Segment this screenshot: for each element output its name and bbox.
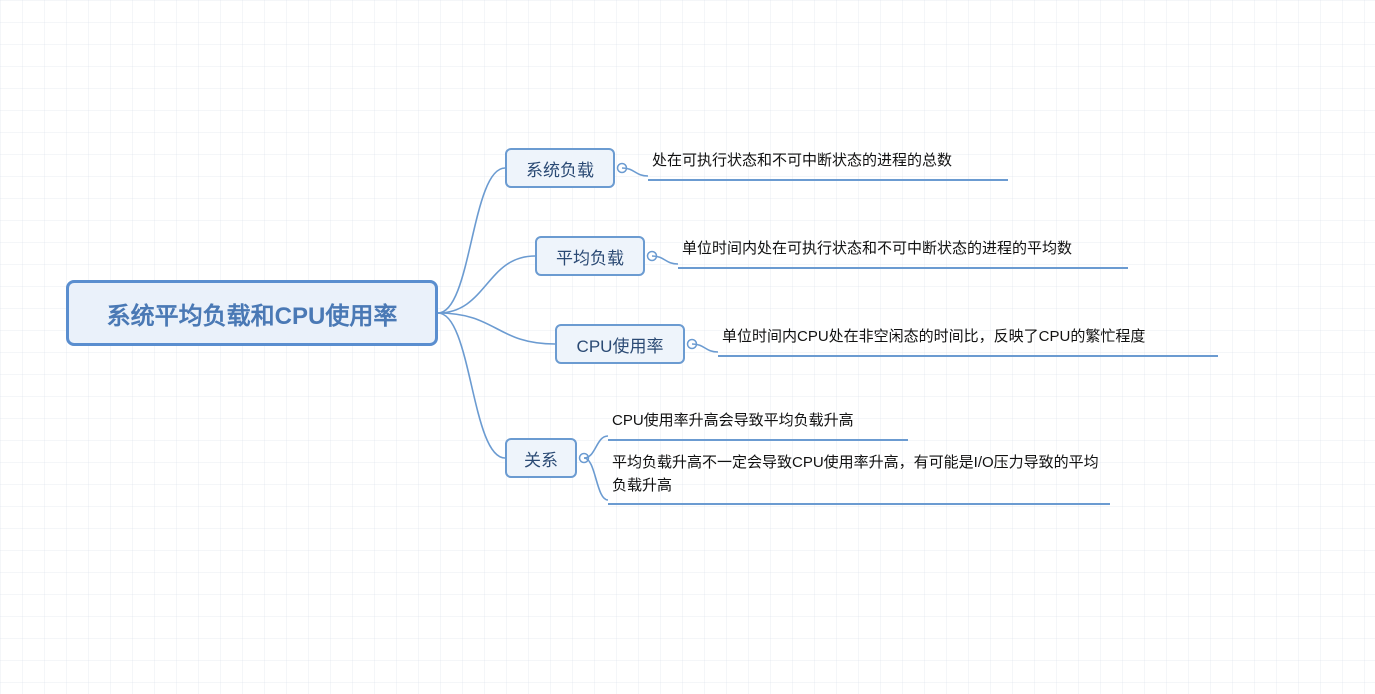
leaf-node: 处在可执行状态和不可中断状态的进程的总数 (648, 150, 1008, 181)
leaf-node: 单位时间内CPU处在非空闲态的时间比，反映了CPU的繁忙程度 (718, 326, 1218, 357)
leaf-node: CPU使用率升高会导致平均负载升高 (608, 410, 908, 441)
branch-node[interactable]: 系统负载 (505, 148, 615, 188)
mindmap-canvas: 系统平均负载和CPU使用率 系统负载 处在可执行状态和不可中断状态的进程的总数平均负… (0, 0, 1375, 694)
branch-node[interactable]: CPU使用率 (555, 324, 685, 364)
root-node[interactable]: 系统平均负载和CPU使用率 (66, 280, 438, 346)
branch-node[interactable]: 平均负载 (535, 236, 645, 276)
leaf-node: 平均负载升高不一定会导致CPU使用率升高，有可能是I/O压力导致的平均负载升高 (608, 452, 1110, 505)
branch-node[interactable]: 关系 (505, 438, 577, 478)
leaf-node: 单位时间内处在可执行状态和不可中断状态的进程的平均数 (678, 238, 1128, 269)
